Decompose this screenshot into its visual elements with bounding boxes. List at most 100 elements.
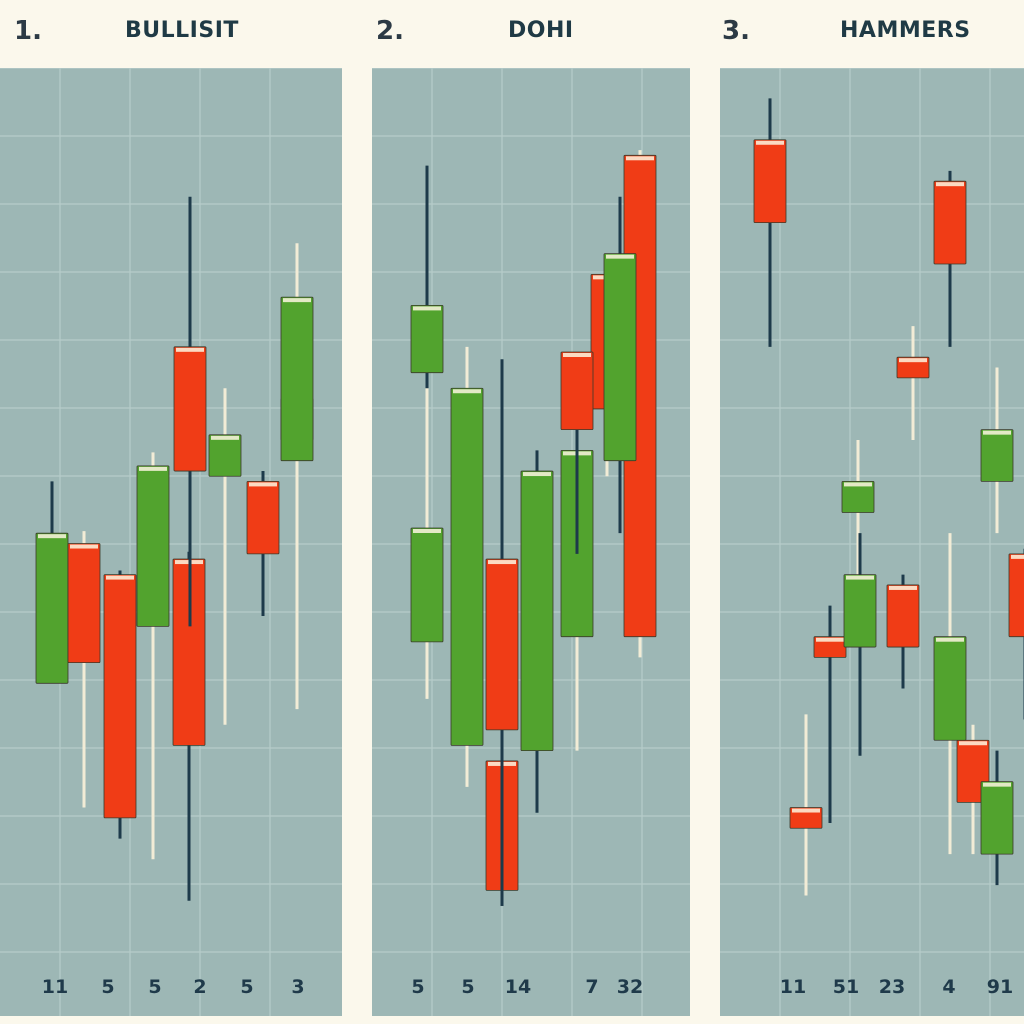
candlestick	[450, 346, 484, 787]
candle-highlight	[899, 358, 927, 363]
candle-highlight	[792, 808, 820, 813]
candlestick	[103, 570, 137, 839]
chart-2-panel: 5 5 14 7 32	[372, 68, 690, 1016]
candle-highlight	[606, 254, 634, 259]
candle-body	[980, 429, 1014, 482]
chart-2-number: 2.	[376, 16, 404, 46]
candle-highlight	[626, 156, 654, 161]
candlestick	[136, 452, 170, 860]
chart-1-panel: 11 5 5 2 5 3	[0, 68, 342, 1016]
chart-2-tick-row: 5 5 14 7 32	[372, 976, 690, 1002]
candle-body	[280, 296, 314, 462]
candlestick	[789, 714, 823, 896]
candle-body	[103, 574, 137, 819]
x-tick-label: 14	[504, 976, 532, 998]
x-tick-label: 51	[832, 976, 860, 998]
candle-highlight	[983, 430, 1011, 435]
candle-highlight	[453, 389, 481, 394]
candle-body	[173, 346, 207, 472]
candlestick	[520, 450, 554, 813]
candle-highlight	[176, 347, 204, 352]
candle-body	[841, 481, 875, 513]
candlestick	[753, 98, 787, 347]
x-tick-label: 5	[148, 976, 162, 998]
candle-body	[789, 807, 823, 829]
candle-body	[896, 356, 930, 379]
candle-body	[35, 532, 69, 684]
candle-highlight	[523, 472, 551, 477]
candlestick	[843, 533, 877, 756]
candle-body	[843, 574, 877, 648]
grid	[0, 68, 342, 1016]
x-tick-label: 23	[878, 976, 906, 998]
candle-highlight	[959, 741, 987, 746]
candle-body	[753, 139, 787, 223]
chart-1-plot	[0, 68, 342, 1016]
candle-highlight	[70, 544, 98, 549]
candle-body	[246, 481, 280, 555]
candlestick	[280, 243, 314, 518]
candle-highlight	[488, 560, 516, 565]
candlestick	[896, 326, 930, 440]
candlestick	[980, 750, 1014, 886]
candlestick	[485, 359, 519, 906]
candle-highlight	[1011, 554, 1024, 559]
x-tick-label: 5	[411, 976, 425, 998]
candle-highlight	[846, 575, 874, 580]
candlestick	[35, 481, 69, 684]
candle-highlight	[844, 482, 872, 487]
chart-2-title: DOHI	[508, 18, 574, 43]
candle-highlight	[936, 637, 964, 642]
candlestick	[933, 170, 967, 347]
candle-highlight	[139, 466, 167, 471]
candle-body	[933, 636, 967, 741]
candle-highlight	[413, 529, 441, 533]
candle-body	[410, 527, 444, 643]
candle-highlight	[756, 140, 784, 145]
candlestick	[886, 574, 920, 689]
x-tick-label: 32	[616, 976, 644, 998]
candle-body	[136, 465, 170, 627]
x-tick-label: 11	[779, 976, 807, 998]
candlestick	[246, 471, 280, 616]
x-tick-label: 91	[986, 976, 1014, 998]
candlestick	[208, 388, 242, 725]
candle-body	[560, 351, 594, 431]
chart-3-tick-row: 11 51 23 4 91	[720, 976, 1024, 1002]
chart-1-title: BULLISIT	[125, 18, 239, 43]
candle-highlight	[983, 782, 1011, 787]
chart-3-title: HAMMERS	[840, 18, 971, 43]
candle-body	[933, 180, 967, 265]
candle-highlight	[889, 585, 917, 590]
candle-body	[208, 434, 242, 477]
candle-body	[886, 584, 920, 648]
candle-highlight	[816, 637, 844, 642]
candle-body	[980, 781, 1014, 855]
chart-2-plot	[372, 68, 690, 1016]
candle-highlight	[413, 306, 441, 311]
chart-3-panel: 11 51 23 4 91	[720, 68, 1024, 1016]
x-tick-label: 11	[41, 976, 69, 998]
chart-3-plot	[720, 68, 1024, 1016]
candle-body	[485, 558, 519, 731]
candle-body	[603, 253, 637, 462]
candle-body	[450, 387, 484, 746]
candle-highlight	[249, 482, 277, 487]
candle-body	[410, 305, 444, 374]
candlestick	[813, 605, 847, 824]
candle-highlight	[106, 575, 134, 580]
candle-highlight	[936, 182, 964, 187]
chart-1-number: 1.	[14, 16, 42, 46]
candlestick	[67, 531, 101, 808]
x-tick-label: 5	[240, 976, 254, 998]
candlestick	[933, 533, 967, 855]
x-tick-label: 3	[291, 976, 305, 998]
x-tick-label: 7	[585, 976, 599, 998]
candlestick	[560, 351, 594, 554]
candlestick	[410, 388, 444, 699]
x-tick-label: 4	[942, 976, 956, 998]
candle-highlight	[211, 435, 239, 440]
x-tick-label: 5	[461, 976, 475, 998]
candlestick	[603, 196, 637, 534]
x-tick-label: 5	[101, 976, 115, 998]
